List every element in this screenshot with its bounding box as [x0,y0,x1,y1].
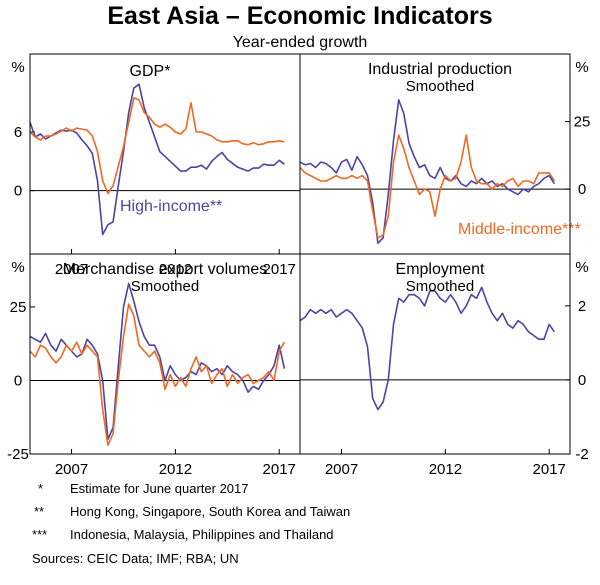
x-tick-label: 2007 [55,261,88,278]
series-annotation: Middle-income*** [458,221,581,238]
x-tick-label: 2017 [533,461,566,478]
series-annotation: High-income** [120,198,222,215]
y-unit-label: % [11,259,24,276]
footnote-text-1: Estimate for June quarter 2017 [70,481,249,496]
y-tick-label: 0 [14,372,22,389]
panel-title: GDP* [130,63,171,80]
series-line-middle-income [29,303,286,447]
panel-title: Industrial production [368,61,512,78]
panel-subtitle: Smoothed [131,278,199,295]
panel-title: Employment [396,261,485,278]
y-tick-label: 25 [10,299,27,316]
chart-title: East Asia – Economic Indicators [107,2,492,30]
panel-subtitle: Smoothed [406,78,474,95]
y-tick-label: -2 [575,446,588,463]
y-tick-label: 25 [574,114,591,131]
panels: 6 0 2007 2012 2017 GDP*% High-income** 25 0 Indus… [7,59,590,478]
x-tick-label: 2012 [159,461,192,478]
footnote-marker-3: *** [32,527,47,542]
x-tick-label: 2007 [325,461,358,478]
x-tick-label: 2012 [429,461,462,478]
x-tick-label: 2012 [159,261,192,278]
footnote-marker-2: ** [34,504,44,519]
footnote-marker-1: * [38,481,43,496]
panel-title: Merchandise export volumes [63,261,268,278]
x-tick-label: 2007 [55,461,88,478]
chart-subtitle: Year-ended growth [233,34,368,51]
y-unit-label: % [11,59,24,76]
y-tick-label: 2 [578,298,586,315]
x-tick-label: 2017 [263,261,296,278]
y-tick-label: 0 [578,181,586,198]
series-line-high-income [29,282,286,441]
series-line-middle-income [299,134,556,239]
x-tick-label: 2017 [263,461,296,478]
footnote-text-3: Indonesia, Malaysia, Philippines and Tha… [70,527,334,542]
series-line-high-income [299,286,556,411]
y-unit-label: % [575,259,588,276]
footnote-text-2: Hong Kong, Singapore, South Korea and Ta… [70,504,350,519]
panel-gdp: 6 0 2007 2012 2017 GDP*% High-income** [11,59,300,278]
panel-subtitle: Smoothed [406,278,474,295]
sources-note: Sources: CEIC Data; IMF; RBA; UN [32,551,239,566]
y-tick-label: -25 [7,446,29,463]
series-line-high-income [299,99,556,244]
y-tick-label: 0 [578,372,586,389]
y-tick-label: 6 [14,124,22,141]
y-unit-label: % [575,59,588,76]
series-line-middle-income [29,97,285,195]
y-tick-label: 0 [14,183,22,200]
footnotes: * Estimate for June quarter 2017 ** Hong… [32,481,350,566]
